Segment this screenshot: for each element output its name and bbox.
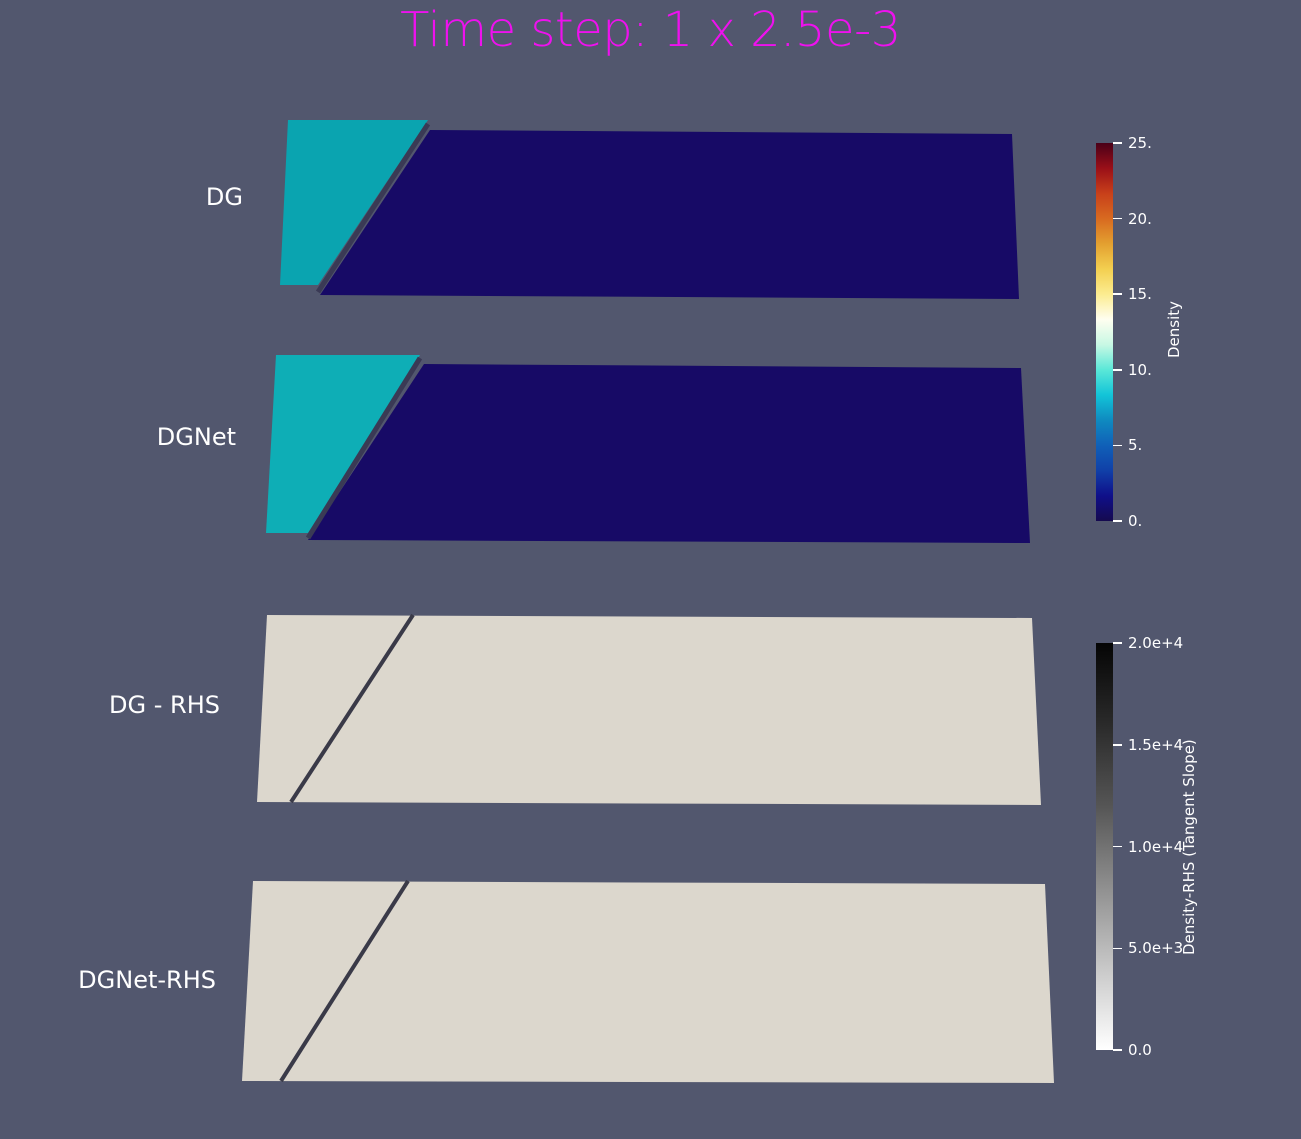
- tick-label: 5.: [1128, 436, 1143, 455]
- rhs-colorbar-title: Density-RHS (Tangent Slope): [1180, 739, 1198, 955]
- rhs-domain: [257, 615, 1041, 805]
- panel-dg: [280, 120, 1019, 299]
- low-density-region: [308, 364, 1030, 543]
- time-step-title: Time step: 1 x 2.5e-3: [400, 2, 901, 58]
- colorbar-tick: 25.: [1113, 134, 1152, 152]
- rhs-colorbar: [1096, 643, 1113, 1050]
- colorbar-tick: 0.: [1113, 512, 1142, 530]
- shock-front: [305, 356, 423, 540]
- density-colorbar: [1096, 143, 1113, 521]
- colorbar-tick: 1.5e+4: [1113, 736, 1183, 754]
- tick-label: 0.0: [1128, 1041, 1152, 1059]
- tick-label: 20.: [1128, 209, 1152, 228]
- tick-label: 15.: [1128, 285, 1152, 304]
- panel-label-dg-rhs: DG - RHS: [109, 691, 220, 719]
- shock-front: [279, 879, 410, 1083]
- tick-mark: [1113, 845, 1122, 848]
- tick-mark: [1113, 642, 1122, 644]
- high-density-region: [280, 120, 428, 285]
- colorbar-tick: 20.: [1113, 210, 1152, 228]
- tick-mark: [1113, 369, 1122, 371]
- colorbar-tick: 5.: [1113, 436, 1142, 454]
- rhs-domain: [242, 881, 1054, 1083]
- tick-label: 25.: [1128, 134, 1152, 152]
- tick-label: 5.0e+3: [1128, 939, 1184, 958]
- colorbar-tick: 1.0e+4: [1113, 838, 1183, 856]
- colorbar-tick: 0.0: [1113, 1041, 1152, 1059]
- tick-mark: [1113, 947, 1122, 949]
- panel-label-dgnet-rhs: DGNet-RHS: [78, 966, 216, 994]
- colorbar-tick: 10.: [1113, 361, 1152, 379]
- tick-mark: [1113, 217, 1122, 220]
- panel-label-dg: DG: [205, 183, 243, 211]
- tick-mark: [1113, 444, 1122, 447]
- colorbar-tick: 5.0e+3: [1113, 939, 1183, 957]
- tick-mark: [1113, 142, 1122, 144]
- tick-mark: [1113, 744, 1122, 746]
- density-colorbar-title: Density: [1165, 300, 1183, 358]
- panel-dg-rhs: [257, 613, 1041, 805]
- panel-dgnet-rhs: [242, 879, 1054, 1083]
- colorbar-tick: 15.: [1113, 285, 1152, 303]
- tick-mark: [1113, 520, 1122, 522]
- panel-dgnet: [266, 355, 1030, 543]
- high-density-region: [266, 355, 420, 533]
- low-density-region: [320, 130, 1019, 299]
- tick-mark: [1113, 1049, 1122, 1051]
- tick-mark: [1113, 293, 1122, 295]
- colorbar-tick: 2.0e+4: [1113, 634, 1183, 652]
- tick-label: 10.: [1128, 360, 1152, 379]
- shock-front: [315, 122, 431, 294]
- tick-label: 0.: [1128, 512, 1143, 530]
- tick-label: 1.0e+4: [1128, 837, 1184, 856]
- panel-label-dgnet: DGNet: [156, 423, 236, 451]
- tick-label: 1.5e+4: [1128, 735, 1184, 754]
- tick-label: 2.0e+4: [1128, 634, 1184, 652]
- shock-front: [289, 613, 415, 804]
